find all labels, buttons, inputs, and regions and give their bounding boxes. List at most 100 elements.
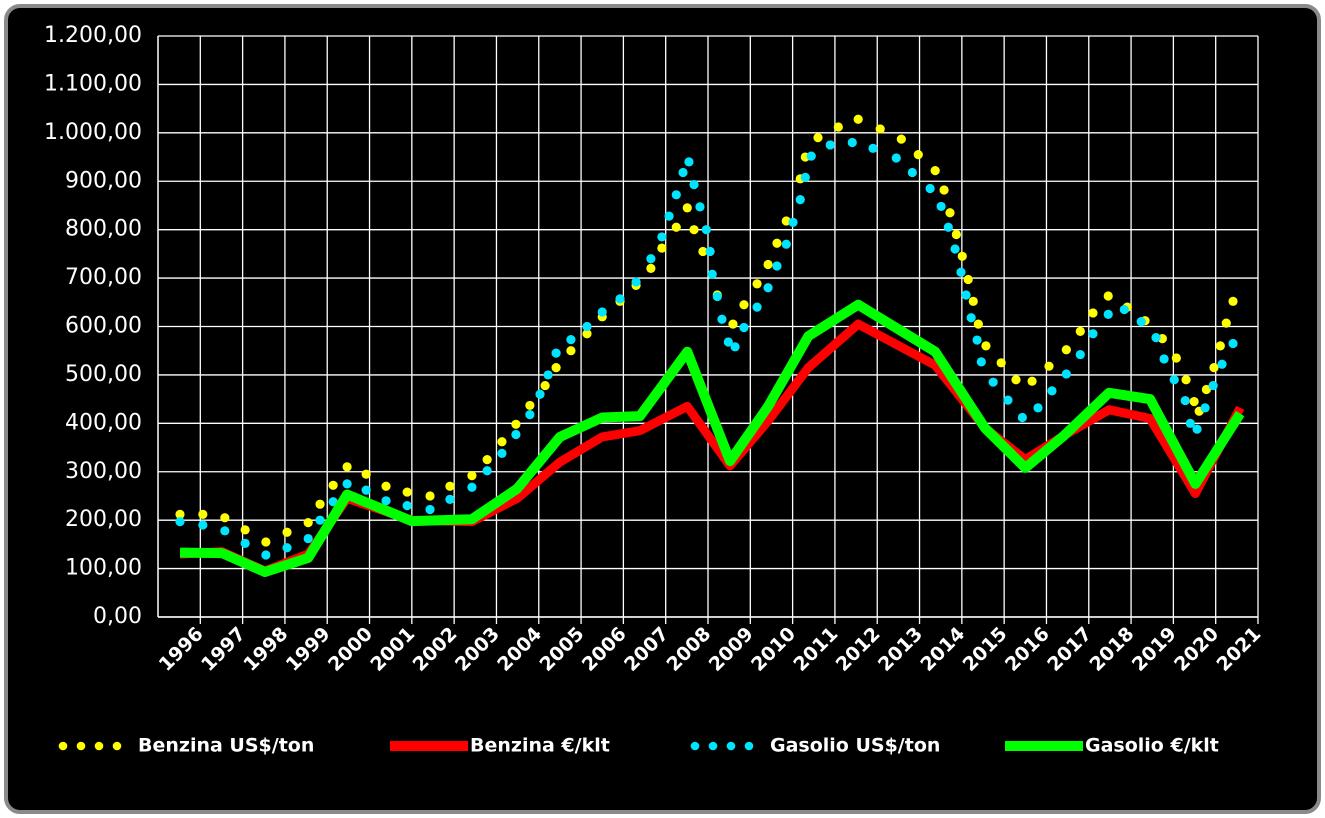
legend-label: Benzina US$/ton	[138, 735, 314, 757]
data-point	[752, 279, 762, 289]
data-point	[1061, 345, 1071, 355]
data-point	[943, 222, 953, 232]
data-point	[707, 269, 717, 279]
data-point	[497, 448, 507, 458]
data-point	[813, 133, 823, 143]
data-point	[361, 485, 371, 495]
data-point	[328, 480, 338, 490]
y-tick-label: 300,00	[65, 459, 142, 484]
y-tick-label: 0,00	[93, 604, 142, 629]
data-point	[615, 294, 625, 304]
data-point	[717, 314, 727, 324]
data-point	[657, 232, 667, 242]
data-point	[950, 244, 960, 254]
data-point	[939, 185, 949, 195]
data-point	[425, 491, 435, 501]
data-point	[981, 341, 991, 351]
y-tick-label: 200,00	[65, 507, 142, 532]
data-point	[671, 222, 681, 232]
data-point	[996, 358, 1006, 368]
data-point	[482, 455, 492, 465]
data-point	[1061, 369, 1071, 379]
data-point	[966, 313, 976, 323]
data-point	[961, 290, 971, 300]
data-point	[1189, 396, 1199, 407]
data-point	[240, 525, 250, 535]
data-point	[847, 137, 857, 148]
data-point	[535, 389, 545, 399]
y-tick-label: 100,00	[65, 556, 142, 581]
data-point	[763, 283, 773, 293]
data-point	[957, 251, 967, 261]
y-tick-label: 1.200,00	[44, 23, 142, 48]
y-tick-label: 600,00	[65, 314, 142, 339]
data-line	[179, 299, 1245, 577]
legend-marker	[690, 741, 700, 751]
data-point	[1136, 317, 1146, 327]
data-point	[875, 124, 885, 134]
data-point	[361, 469, 371, 479]
data-point	[1192, 424, 1202, 434]
data-point	[1047, 386, 1057, 396]
legend-marker	[58, 741, 68, 751]
data-point	[381, 496, 391, 506]
data-point	[1185, 418, 1195, 428]
data-point	[1180, 395, 1190, 406]
data-point	[467, 471, 477, 481]
data-point	[566, 334, 576, 345]
data-point	[445, 481, 455, 491]
data-point	[868, 143, 878, 153]
data-point	[853, 114, 863, 124]
data-point	[1221, 318, 1231, 328]
data-point	[240, 538, 250, 549]
data-point	[551, 348, 561, 358]
data-point	[825, 140, 835, 150]
legend-marker	[76, 741, 86, 751]
legend-item: Gasolio €/klt	[1005, 735, 1219, 757]
data-point	[511, 419, 521, 429]
data-point	[1215, 341, 1225, 351]
data-point	[1181, 375, 1191, 385]
data-point	[728, 319, 738, 329]
data-point	[963, 274, 973, 285]
data-point	[1075, 326, 1085, 336]
data-point	[1201, 384, 1211, 395]
data-point	[945, 208, 955, 218]
data-point	[551, 363, 561, 373]
y-tick-label: 900,00	[65, 168, 142, 193]
data-point	[1159, 354, 1169, 364]
data-point	[631, 277, 641, 287]
y-tick-label: 700,00	[65, 265, 142, 290]
data-point	[723, 337, 733, 347]
data-point	[956, 267, 966, 277]
data-point	[976, 357, 986, 367]
data-point	[1151, 333, 1161, 343]
legend-marker	[744, 741, 754, 751]
data-point	[1200, 403, 1210, 413]
data-point	[973, 319, 983, 329]
data-point	[1228, 338, 1238, 349]
data-point	[951, 229, 961, 240]
chart-background	[4, 4, 1321, 814]
data-point	[689, 180, 699, 190]
data-point	[788, 217, 798, 228]
data-point	[930, 165, 940, 176]
data-point	[772, 261, 782, 271]
data-point	[303, 533, 313, 544]
data-point	[712, 291, 722, 302]
data-point	[282, 527, 292, 537]
y-tick-label: 800,00	[65, 217, 142, 242]
data-point	[1228, 296, 1238, 306]
legend-item: Gasolio US$/ton	[690, 735, 940, 757]
data-point	[896, 134, 906, 144]
data-point	[925, 183, 935, 194]
legend-item: Benzina US$/ton	[58, 735, 314, 757]
y-tick-label: 500,00	[65, 362, 142, 387]
data-point	[175, 509, 185, 519]
data-point	[511, 429, 521, 440]
data-point	[198, 520, 208, 530]
data-point	[582, 329, 592, 339]
data-point	[907, 167, 917, 178]
